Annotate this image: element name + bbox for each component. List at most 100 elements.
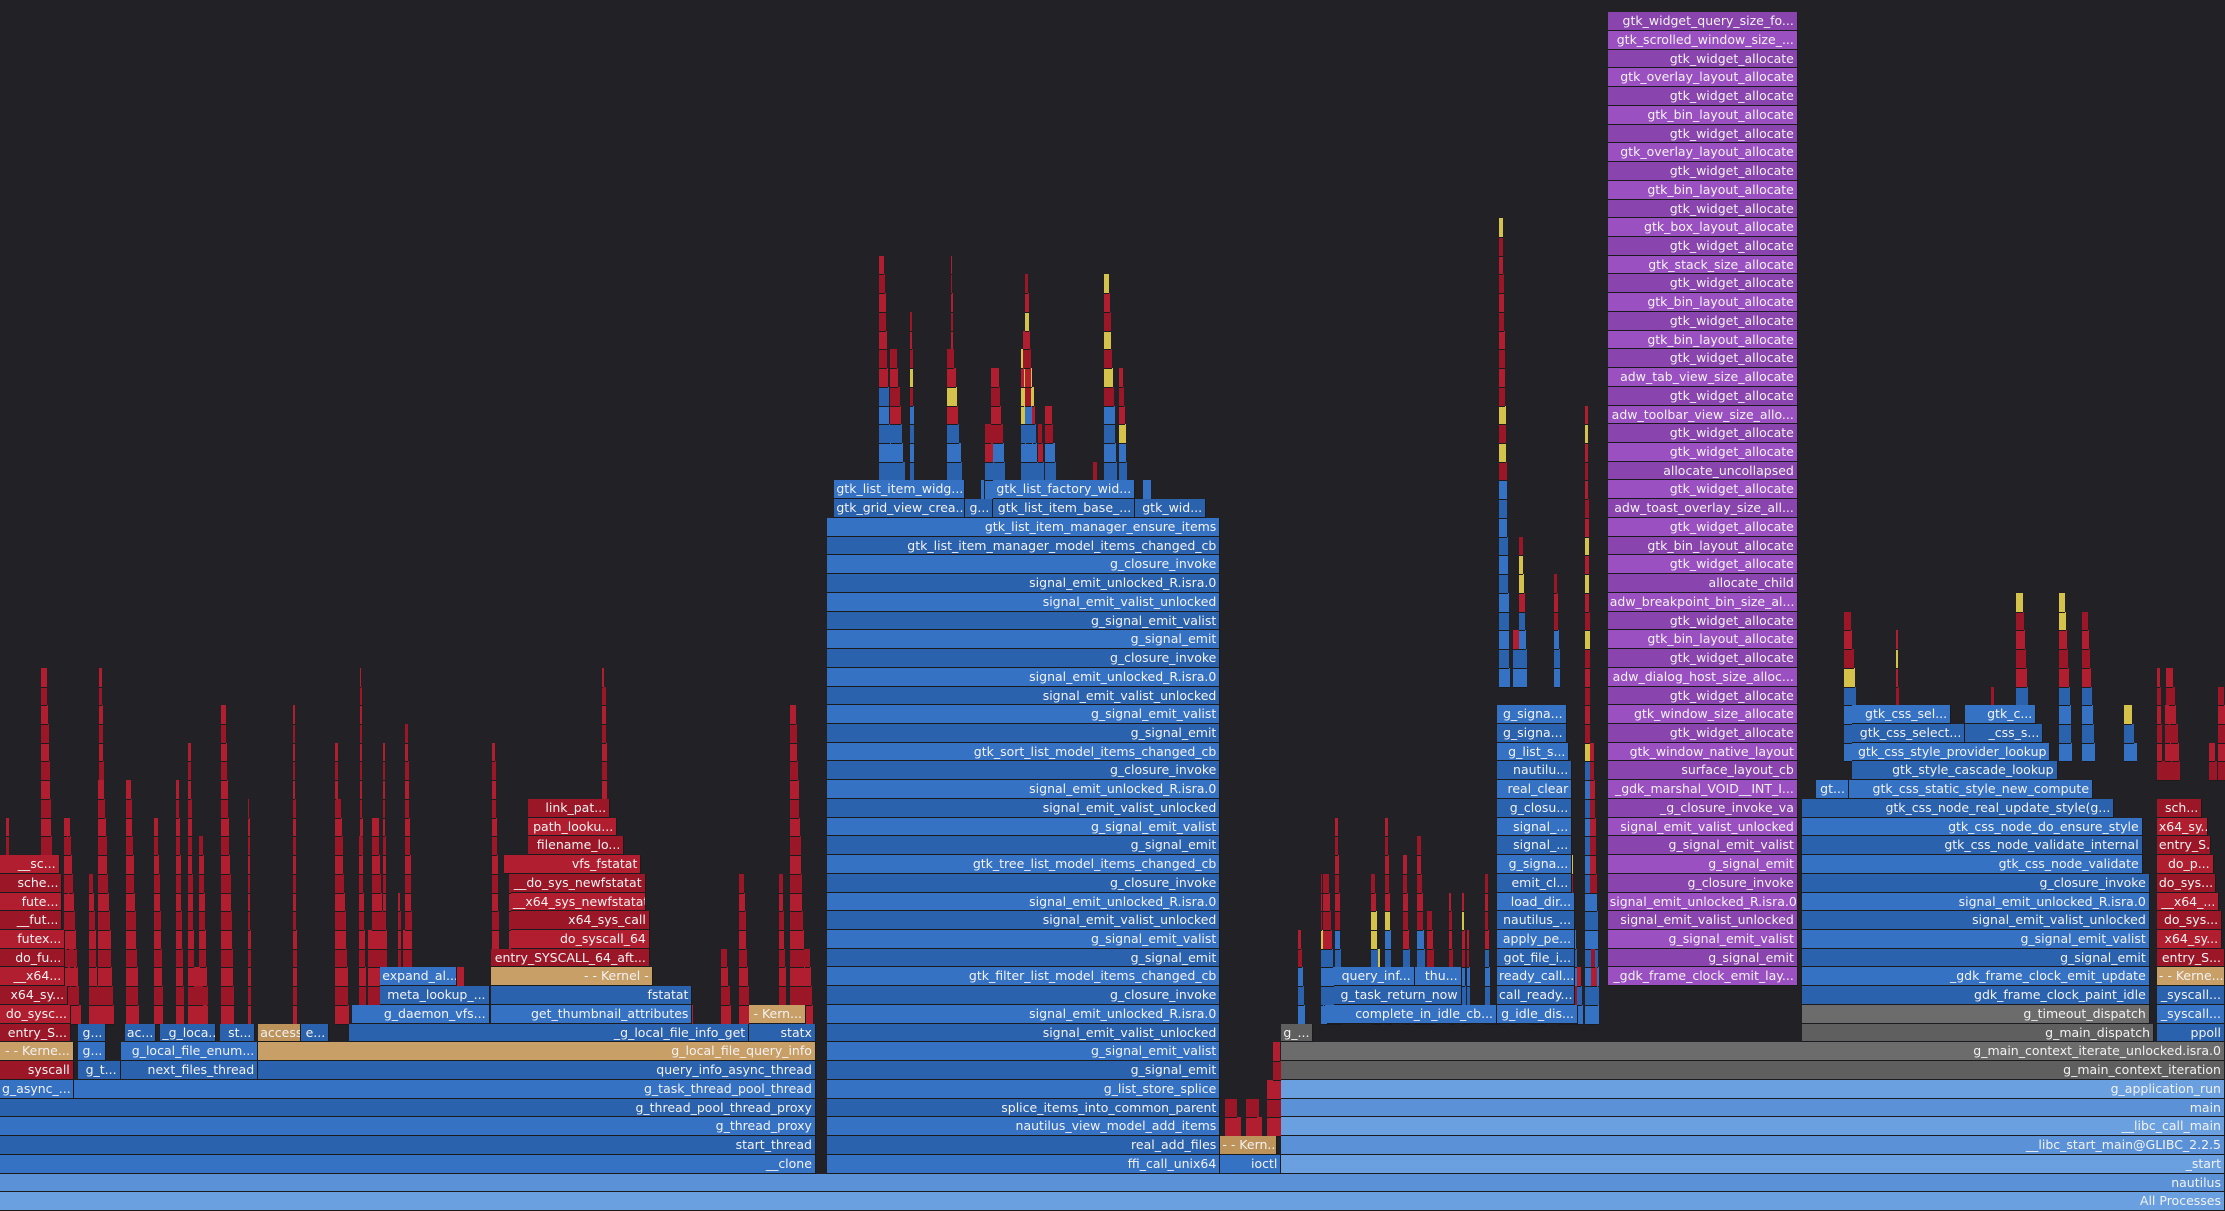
flame-frame[interactable]: g_closure_invoke bbox=[827, 649, 1221, 668]
flame-frame[interactable]: g_signal_emit bbox=[827, 630, 1221, 650]
flame-frame[interactable]: _gdk_frame_clock_emit_update bbox=[1802, 967, 2150, 987]
flame-frame[interactable]: gtk_list_item_manager_ensure_items bbox=[827, 517, 1221, 537]
flame-frame[interactable]: g_task_thread_pool_thread bbox=[73, 1079, 816, 1099]
flame-frame[interactable]: gtk_wid... bbox=[1135, 499, 1207, 518]
flame-frame[interactable]: _gdk_marshal_VOID__INT_I... bbox=[1607, 780, 1798, 799]
flame-frame[interactable]: __clone bbox=[0, 1154, 816, 1174]
flame-frame[interactable]: nautilus bbox=[0, 1173, 2225, 1193]
flame-frame[interactable]: g_closure_invoke bbox=[827, 873, 1221, 893]
flame-frame[interactable]: signal_emit_unlocked_R.isra.0 bbox=[827, 892, 1221, 912]
flame-frame[interactable]: g... bbox=[78, 1042, 107, 1062]
flame-frame[interactable]: _start bbox=[1281, 1154, 2225, 1174]
flame-frame[interactable]: gtk_widget_allocate bbox=[1607, 162, 1798, 181]
flame-frame[interactable]: meta_lookup_... bbox=[380, 986, 490, 1005]
flame-frame[interactable]: complete_in_idle_cb... bbox=[1326, 1004, 1498, 1024]
flame-frame[interactable]: syscall bbox=[0, 1061, 74, 1080]
flame-frame[interactable]: access bbox=[258, 1023, 301, 1043]
flame-frame[interactable]: g_signal_emit_valist bbox=[1607, 836, 1798, 856]
flame-frame[interactable]: __libc_start_main@GLIBC_2.2.5 bbox=[1281, 1136, 2225, 1155]
flame-frame[interactable]: st... bbox=[219, 1023, 256, 1043]
flame-frame[interactable]: gtk_c... bbox=[1965, 705, 2037, 724]
flame-frame[interactable]: g_signal_emit bbox=[827, 1061, 1221, 1080]
flame-frame[interactable]: __sc... bbox=[0, 855, 60, 874]
flame-frame[interactable]: apply_pe... bbox=[1497, 930, 1576, 949]
flame-frame[interactable]: entry_S... bbox=[0, 1023, 71, 1043]
flame-frame[interactable]: gtk_css_node_validate_internal bbox=[1802, 836, 2143, 856]
flame-frame[interactable]: allocate_child bbox=[1607, 574, 1798, 593]
flame-frame[interactable]: g_signal_emit bbox=[827, 836, 1221, 856]
flame-frame[interactable]: __libc_call_main bbox=[1281, 1117, 2225, 1137]
flame-frame[interactable]: gtk_tree_list_model_items_changed_cb bbox=[827, 855, 1221, 874]
flame-frame[interactable]: gtk_stack_size_allocate bbox=[1607, 255, 1798, 275]
flame-frame[interactable]: gtk_widget_allocate bbox=[1607, 87, 1798, 106]
flame-frame[interactable]: do_syscall_64 bbox=[510, 930, 650, 949]
flame-frame[interactable]: gtk_bin_layout_allocate bbox=[1607, 330, 1798, 350]
flame-frame[interactable]: g_signal_emit_valist bbox=[827, 1042, 1221, 1062]
flame-frame[interactable]: _g_local_file_info_get bbox=[349, 1023, 750, 1043]
flame-frame[interactable]: __fut... bbox=[0, 911, 63, 931]
flame-frame[interactable]: link_pat... bbox=[527, 798, 611, 818]
flame-frame[interactable]: gtk_list_factory_wid... bbox=[993, 480, 1136, 500]
flame-frame[interactable]: g_signal_emit_valist bbox=[827, 930, 1221, 949]
flame-frame[interactable]: gtk_widget_allocate bbox=[1607, 274, 1798, 294]
flame-frame[interactable]: gtk_widget_allocate bbox=[1607, 424, 1798, 444]
flame-frame[interactable]: g... bbox=[964, 499, 994, 518]
flame-frame[interactable]: gtk_list_item_base_... bbox=[993, 499, 1136, 518]
flame-frame[interactable]: gtk_list_item_manager_model_items_change… bbox=[827, 536, 1221, 556]
flame-frame[interactable]: ffi_call_unix64 bbox=[827, 1154, 1221, 1174]
flame-frame[interactable]: g_closure_invoke bbox=[827, 761, 1221, 781]
flame-frame[interactable]: g_... bbox=[1281, 1023, 1313, 1043]
flame-frame[interactable]: signal_emit_valist_unlocked bbox=[1607, 817, 1798, 837]
flame-frame[interactable]: gtk_widget_allocate bbox=[1607, 555, 1798, 575]
flame-frame[interactable]: next_files_thread bbox=[120, 1061, 259, 1080]
flame-frame[interactable]: gtk_scrolled_window_size_... bbox=[1607, 30, 1798, 50]
flame-frame[interactable]: g_t... bbox=[78, 1061, 121, 1080]
flame-frame[interactable]: gtk_sort_list_model_items_changed_cb bbox=[827, 742, 1221, 762]
flame-frame[interactable]: gtk_widget_allocate bbox=[1607, 124, 1798, 144]
flame-frame[interactable]: fstatat bbox=[490, 986, 693, 1005]
flame-frame[interactable]: - Kern... bbox=[749, 1004, 806, 1024]
flame-frame[interactable]: do_sysc... bbox=[0, 1004, 71, 1024]
flame-frame[interactable]: load_dir... bbox=[1497, 892, 1576, 912]
flame-frame[interactable]: g_thread_pool_thread_proxy bbox=[0, 1098, 816, 1118]
flame-frame[interactable]: g_signal_emit_valist bbox=[1607, 930, 1798, 949]
flame-frame[interactable]: signal_... bbox=[1497, 836, 1573, 856]
flame-frame[interactable]: _syscall... bbox=[2156, 986, 2225, 1005]
flame-frame[interactable]: adw_toolbar_view_size_allo... bbox=[1607, 405, 1798, 425]
flame-frame[interactable]: gtk_widget_allocate bbox=[1607, 517, 1798, 537]
flame-frame[interactable]: splice_items_into_common_parent bbox=[827, 1098, 1221, 1118]
flame-frame[interactable]: gtk_widget_allocate bbox=[1607, 199, 1798, 219]
flame-frame[interactable]: signal_emit_valist_unlocked bbox=[827, 686, 1221, 706]
flame-frame[interactable]: gdk_frame_clock_paint_idle bbox=[1802, 986, 2150, 1005]
flame-frame[interactable]: gtk_grid_view_crea... bbox=[834, 499, 965, 518]
flame-frame[interactable]: gtk_list_item_widg... bbox=[834, 480, 965, 500]
flame-frame[interactable]: sch... bbox=[2156, 798, 2203, 818]
flame-frame[interactable]: x64_sy... bbox=[2156, 817, 2208, 837]
flame-frame[interactable]: gtk_box_layout_allocate bbox=[1607, 218, 1798, 237]
flame-frame[interactable]: x64_sy... bbox=[0, 986, 69, 1005]
flame-frame[interactable]: - - Kernel - bbox=[490, 967, 653, 987]
flame-frame[interactable]: x64_sy... bbox=[2156, 930, 2223, 949]
flame-frame[interactable]: gtk_window_size_allocate bbox=[1607, 705, 1798, 724]
flame-frame[interactable]: __do_sys_newfstatat bbox=[510, 873, 646, 893]
flame-frame[interactable]: g_local_file_query_info bbox=[258, 1042, 816, 1062]
flame-frame[interactable]: g_closure_invoke bbox=[1607, 873, 1798, 893]
flame-frame[interactable]: __x64_sys_newfstatat bbox=[510, 892, 646, 912]
flame-frame[interactable]: g_signal_emit bbox=[827, 723, 1221, 743]
flame-frame[interactable]: main bbox=[1281, 1098, 2225, 1118]
flame-frame[interactable]: entry_S... bbox=[2156, 948, 2225, 968]
flame-frame[interactable]: got_file_i... bbox=[1497, 948, 1576, 968]
flame-frame[interactable]: futex... bbox=[0, 930, 66, 949]
flame-frame[interactable]: gtk_bin_layout_allocate bbox=[1607, 293, 1798, 312]
flame-frame[interactable]: ac... bbox=[124, 1023, 157, 1043]
flame-frame[interactable]: g_idle_dis... bbox=[1497, 1004, 1578, 1024]
flame-frame[interactable]: g_signal_emit_valist bbox=[827, 705, 1221, 724]
flame-frame[interactable]: g_async_... bbox=[0, 1079, 74, 1099]
flame-frame[interactable]: filename_lo... bbox=[527, 836, 625, 856]
flame-frame[interactable]: adw_breakpoint_bin_size_al... bbox=[1607, 592, 1798, 612]
flame-frame[interactable]: gtk_widget_allocate bbox=[1607, 480, 1798, 500]
flame-frame[interactable]: g_thread_proxy bbox=[0, 1117, 816, 1137]
flame-frame[interactable]: g_signa... bbox=[1497, 855, 1573, 874]
flame-frame[interactable]: query_info_async_thread bbox=[258, 1061, 816, 1080]
flame-frame[interactable]: - - Kerne... bbox=[2156, 967, 2225, 987]
